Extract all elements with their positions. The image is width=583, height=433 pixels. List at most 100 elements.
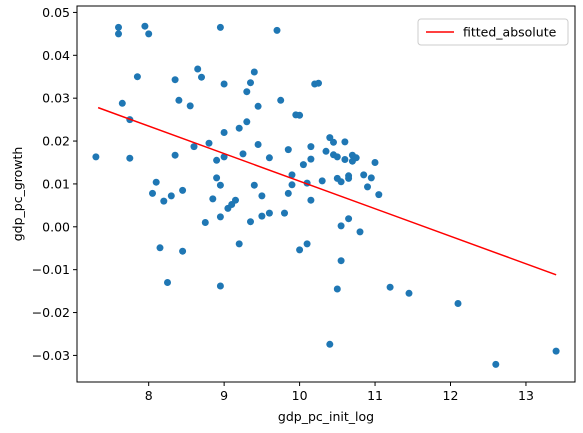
data-point [345,215,353,223]
data-point [281,209,288,217]
data-point [209,195,217,203]
data-point [220,153,228,161]
data-point [164,279,171,286]
data-point [265,154,273,162]
x-tick-label: 13 [518,388,534,403]
data-point [326,134,334,142]
data-point [352,154,360,162]
data-point [171,76,179,84]
data-point [247,79,254,87]
data-point [330,138,337,146]
data-point [198,73,205,81]
data-point [360,171,368,179]
data-point [375,191,383,199]
data-point [216,282,224,290]
data-point [216,181,224,189]
data-point [371,159,379,166]
data-point [284,146,292,154]
data-point [167,192,175,200]
plot-frame [76,5,576,383]
data-point [235,124,243,132]
data-point [296,111,304,119]
data-point [364,183,371,191]
data-point [288,171,296,179]
data-point [190,143,198,151]
x-axis-label: gdp_pc_init_log [278,409,374,424]
data-point [318,177,326,185]
y-axis-ticks: −0.03 −0.02 −0.01 0.00 0.01 0.02 0.03 0.04 0.05 [32,5,77,363]
data-point [258,192,266,200]
data-point [216,213,224,221]
y-axis-label: gdp_pc_growth [10,147,25,242]
data-point [552,347,560,355]
legend-label-fitted: fitted_absolute [463,25,557,40]
y-tick-label: −0.01 [32,262,70,277]
x-tick-label: 9 [220,388,228,403]
plot-background [77,6,575,382]
data-point [337,178,345,186]
data-point [235,240,243,248]
data-point [145,30,153,38]
data-point [194,65,202,73]
data-point [315,79,322,87]
y-tick-label: 0.00 [42,219,70,234]
data-point [284,189,292,197]
data-point [265,209,273,217]
data-point [322,147,330,155]
fitted-line-layer [97,106,557,276]
data-point [303,240,311,248]
y-tick-label: 0.02 [42,134,70,149]
data-point [307,196,315,204]
scatter-points [92,22,560,368]
x-axis-ticks: 8 9 10 11 12 13 [145,382,534,403]
data-point [115,23,122,31]
data-point [160,197,168,205]
data-point [179,186,187,194]
data-point [149,189,156,197]
data-point [337,257,345,265]
data-point [220,80,228,88]
y-tick-label: 0.05 [42,5,70,20]
data-point [213,174,221,182]
data-point [118,99,126,107]
data-point [126,154,134,162]
y-tick-label: −0.02 [32,305,70,320]
data-point [299,161,307,169]
y-tick-label: 0.01 [42,176,70,191]
data-point [133,73,141,81]
data-point [254,102,262,110]
data-point [152,178,160,186]
data-point [239,150,247,158]
data-point [337,222,345,230]
data-point [333,153,341,161]
data-point [141,22,149,30]
y-tick-label: 0.04 [42,48,70,63]
x-tick-label: 12 [443,388,459,403]
data-point [356,228,364,236]
data-point [307,143,315,151]
data-point [243,88,251,96]
data-point [92,153,100,161]
data-point [405,289,413,297]
data-point [254,141,262,148]
data-point [175,96,183,104]
data-point [492,360,500,368]
data-point [232,196,239,204]
data-point [216,23,224,31]
data-point [277,96,285,104]
data-point [386,283,394,291]
data-point [213,156,221,164]
data-point [247,218,254,226]
data-point [201,219,209,226]
data-point [307,155,315,163]
data-point [326,340,334,348]
fitted-absolute-line [97,106,557,276]
data-point [156,244,164,252]
legend: fitted_absolute [417,18,569,46]
data-point [367,174,375,182]
data-point [171,151,179,159]
y-tick-label: −0.03 [32,348,70,363]
y-tick-label: 0.03 [42,91,70,106]
data-point [341,138,349,146]
